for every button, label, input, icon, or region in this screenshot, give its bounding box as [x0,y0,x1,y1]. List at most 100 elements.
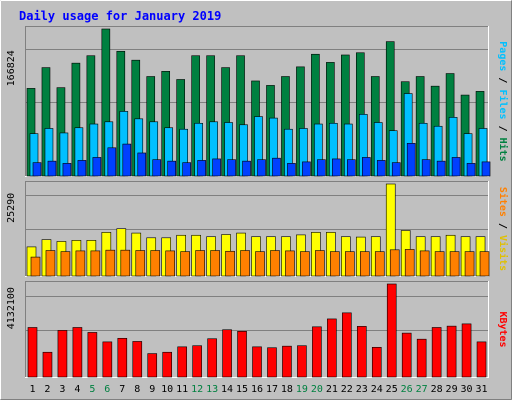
pages-bar [391,162,401,177]
visits-sites-panel: 25290 [6,181,490,277]
sites-bar [345,251,355,277]
sites-bar [165,250,176,277]
pages-bar [32,162,42,177]
sites-bar [359,251,370,277]
pages-bar [77,160,87,177]
kbytes-bar [282,345,292,378]
kbytes-bar [431,327,442,378]
pages-bar [347,159,356,177]
pages-bar [466,163,476,177]
pages-bar [317,159,326,177]
day-label: 28 [431,384,443,395]
kbytes-bar [356,326,367,378]
kbytes-bar [222,329,232,378]
kbytes-bar [297,345,307,378]
series-axis-label: KBytes [497,311,508,347]
sites-bar [315,250,325,277]
day-label: 21 [326,384,338,395]
sites-bar [270,250,280,277]
pages-bar [406,143,416,177]
pages-bar [107,147,117,177]
kbytes-bar [401,332,412,378]
kbytes-bar [386,283,397,378]
day-label: 3 [59,384,65,395]
series-axis-label-part: Pages [497,41,508,71]
hits-files-pages-panel: 166824 [6,26,491,177]
pages-bar [182,162,191,177]
day-label: 4 [74,384,80,395]
kbytes-bar [252,346,262,378]
chart-title: Daily usage for January 2019 [19,9,221,23]
y-tick-label: 166824 [6,50,17,86]
sites-bar [374,251,385,277]
pages-bar [47,160,57,177]
sites-bar [434,251,445,277]
kbytes-bar [117,337,128,378]
kbytes-bar [476,341,487,378]
sites-bar [225,250,235,277]
pages-bar [122,143,132,177]
y-tick-label: 25290 [6,193,17,223]
sites-bar [105,249,116,277]
sites-bar [195,250,205,277]
day-label: 1 [29,384,35,395]
series-axis-label-part: / [497,71,508,89]
day-label: 19 [296,384,308,395]
sites-bar [479,251,490,277]
day-label: 8 [134,384,140,395]
day-label: 18 [281,384,293,395]
day-label: 25 [386,384,398,395]
pages-bar [421,159,431,177]
kbytes-bar [207,338,217,378]
pages-bar [257,159,266,177]
series-axis-label-part: Hits [497,138,509,162]
day-label: 29 [446,384,458,395]
pages-bar [92,157,102,177]
sites-bar [60,251,71,277]
pages-bar [167,160,177,177]
day-label: 23 [356,384,368,395]
kbytes-bar [72,327,83,378]
kbytes-bar [162,351,173,378]
sites-bar [180,251,190,277]
day-label: 12 [191,384,203,395]
day-label: 15 [236,384,248,395]
series-axis-label-part: Sites [497,187,509,217]
pages-bar [152,159,162,177]
day-label: 11 [176,384,188,395]
day-label: 6 [104,384,110,395]
pages-bar [137,152,147,177]
sites-bar [75,250,86,277]
kbytes-bar [327,318,337,378]
kbytes-bar [87,332,98,378]
pages-bar [227,159,236,177]
day-label: 9 [149,384,155,395]
day-label: 7 [119,384,125,395]
sites-bar [210,250,220,277]
y-tick-label: 4132100 [6,287,17,329]
day-label: 22 [341,384,353,395]
sites-bar [330,251,340,277]
day-label: 31 [475,384,487,395]
kbytes-bar [342,312,352,378]
pages-bar [332,158,341,177]
pages-bar [376,160,386,177]
kbytes-bar [461,323,472,378]
day-label: 20 [311,384,323,395]
day-label: 26 [401,384,413,395]
kbytes-bar [371,346,382,378]
pages-bar [436,160,446,177]
sites-bar [30,256,41,277]
pages-bar [242,160,251,177]
sites-bar [285,250,295,277]
kbytes-bar [57,330,68,378]
kbytes-bar [237,331,247,378]
sites-bar [404,249,415,277]
kbytes-bar [267,347,277,378]
pages-bar [197,160,206,177]
kbytes-bar [102,341,113,378]
day-label: 17 [266,384,278,395]
sites-bar [90,250,101,277]
day-label: 10 [161,384,173,395]
